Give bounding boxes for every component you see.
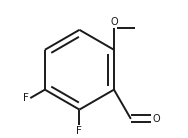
- Text: F: F: [23, 93, 28, 103]
- Text: O: O: [153, 114, 160, 124]
- Text: O: O: [110, 17, 118, 27]
- Text: F: F: [77, 126, 82, 136]
